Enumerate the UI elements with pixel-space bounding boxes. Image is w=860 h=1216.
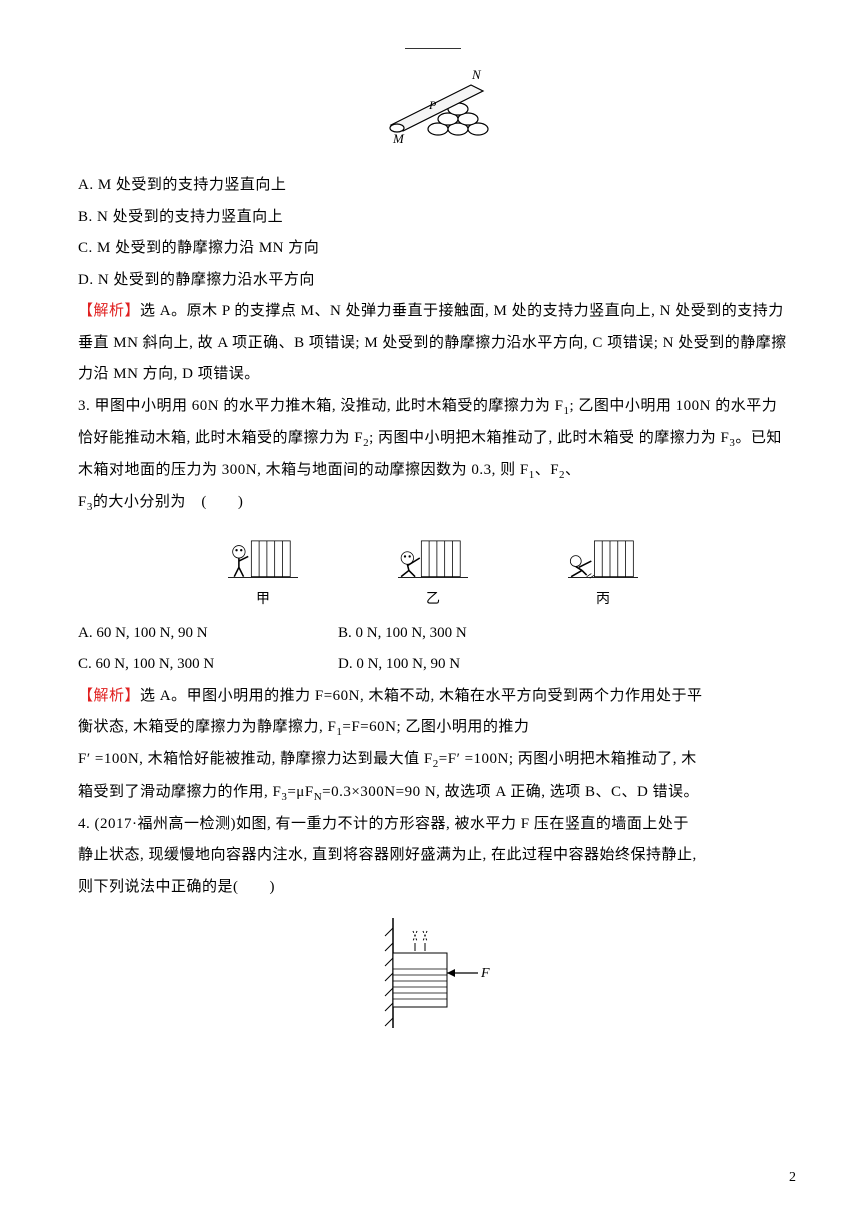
- q3-stem-10: 的大小分别为 ( ): [93, 494, 244, 510]
- q3-sol-1: 选 A。甲图小明用的推力 F=60N, 木箱不动, 木箱在水平方向受到两个力作用…: [140, 688, 702, 704]
- label-F: F: [480, 966, 490, 981]
- q3-fig-c: 丙: [538, 533, 668, 608]
- q2-option-b: B. N 处受到的支持力竖直向上: [78, 202, 788, 234]
- q3-stem-9: F: [78, 494, 87, 510]
- q3-sol-3: =F=60N; 乙图小明用的推力: [342, 719, 529, 735]
- q3-sol-8: =0.3×300N=90 N, 故选项 A 正确, 选项 B、C、D 错误。: [322, 784, 699, 800]
- fig-label-c: 丙: [538, 588, 668, 608]
- q3-sol-5: =F′ =100N; 丙图小明把木箱推动了, 木: [439, 751, 697, 767]
- q3-sol-4: F′ =100N, 木箱恰好能被推动, 静摩擦力达到最大值 F: [78, 751, 433, 767]
- q4-stem: 4. (2017·福州高一检测)如图, 有一重力不计的方形容器, 被水平力 F …: [78, 809, 788, 904]
- q2-option-d: D. N 处受到的静摩擦力沿水平方向: [78, 265, 788, 297]
- q3-fig-a: 甲: [198, 533, 328, 608]
- q3-option-a: A. 60 N, 100 N, 90 N: [78, 618, 338, 650]
- q2-solution: 【解析】选 A。原木 P 的支撑点 M、N 处弹力垂直于接触面, M 处的支持力…: [78, 296, 788, 391]
- q3-option-d: D. 0 N, 100 N, 90 N: [338, 649, 598, 681]
- q3-stem-1: 3. 甲图中小明用 60N 的水平力推木箱, 没推动, 此时木箱受的摩擦力为 F: [78, 398, 563, 414]
- q4-figure: F: [78, 913, 788, 1038]
- q2-solution-text: 选 A。原木 P 的支撑点 M、N 处弹力垂直于接触面, M 处的支持力竖直向上…: [78, 303, 787, 382]
- q3-sol-2: 衡状态, 木箱受的摩擦力为静摩擦力, F: [78, 719, 336, 735]
- fig-label-a: 甲: [198, 588, 328, 608]
- q4-stem-1: 4. (2017·福州高一检测)如图, 有一重力不计的方形容器, 被水平力 F …: [78, 816, 689, 832]
- q3-sol-sN: N: [314, 791, 322, 803]
- q3-options-2: C. 60 N, 100 N, 300 N D. 0 N, 100 N, 90 …: [78, 649, 788, 681]
- q2-figure: M N P: [78, 57, 788, 152]
- q4-stem-2: 静止状态, 现缓慢地向容器内注水, 直到将容器刚好盛满为止, 在此过程中容器始终…: [78, 847, 697, 863]
- q3-stem-4: ; 丙图中小明把木箱推动了, 此时木箱受: [369, 430, 634, 446]
- crate-c-svg: [568, 533, 638, 583]
- page-number: 2: [789, 1170, 796, 1186]
- q3-figure-row: 甲 乙 丙: [78, 533, 788, 608]
- q3-option-b: B. 0 N, 100 N, 300 N: [338, 618, 598, 650]
- q3-stem-5: 的摩擦力为 F: [639, 430, 730, 446]
- q2-option-a: A. M 处受到的支持力竖直向上: [78, 170, 788, 202]
- container-svg: F: [363, 913, 503, 1033]
- q3-stem-7: 、F: [535, 462, 559, 478]
- crate-a-svg: [228, 533, 298, 583]
- label-M: M: [392, 131, 405, 146]
- q3-stem-2: ; 乙图中小明用 100N: [569, 398, 711, 414]
- q4-stem-3: 则下列说法中正确的是( ): [78, 879, 275, 895]
- fig-label-b: 乙: [368, 588, 498, 608]
- q3-stem: 3. 甲图中小明用 60N 的水平力推木箱, 没推动, 此时木箱受的摩擦力为 F…: [78, 391, 788, 519]
- q3-options-1: A. 60 N, 100 N, 90 N B. 0 N, 100 N, 300 …: [78, 618, 788, 650]
- q3-sol-label: 【解析】: [78, 688, 140, 704]
- header-rule: [405, 48, 461, 49]
- q3-fig-b: 乙: [368, 533, 498, 608]
- logs-svg: M N P: [363, 57, 503, 147]
- q3-stem-8: 、: [565, 462, 581, 478]
- q2-option-c: C. M 处受到的静摩擦力沿 MN 方向: [78, 233, 788, 265]
- q3-sol-6: 箱受到了滑动摩擦力的作用, F: [78, 784, 281, 800]
- q2-solution-label: 【解析】: [78, 303, 140, 319]
- label-N: N: [471, 67, 482, 82]
- label-P: P: [428, 98, 437, 112]
- q3-option-c: C. 60 N, 100 N, 300 N: [78, 649, 338, 681]
- crate-b-svg: [398, 533, 468, 583]
- q3-sol-7: =μF: [287, 784, 313, 800]
- q3-solution: 【解析】选 A。甲图小明用的推力 F=60N, 木箱不动, 木箱在水平方向受到两…: [78, 681, 788, 809]
